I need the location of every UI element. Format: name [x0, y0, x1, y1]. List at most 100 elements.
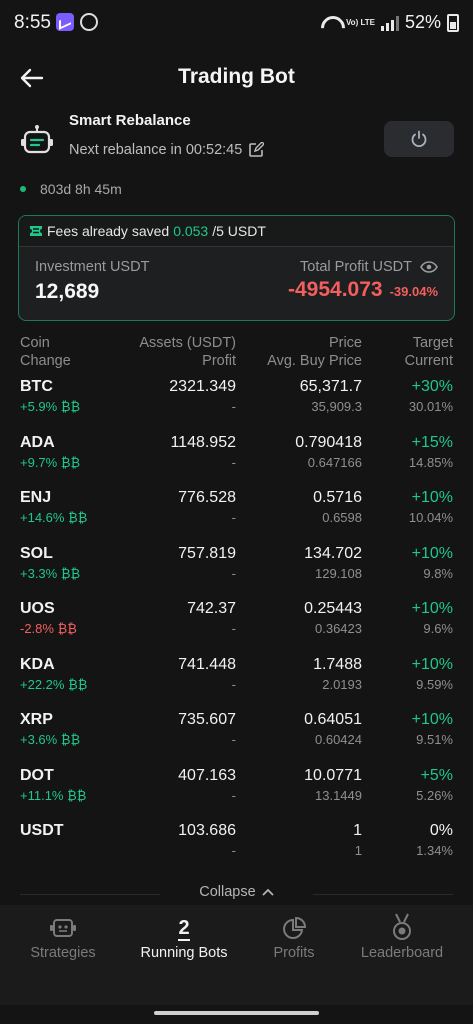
investment-label: Investment USDT: [35, 259, 150, 275]
coin-assets: 757.819: [178, 544, 236, 562]
holdings-table: Coin Change Assets (USDT) Profit Price Avg.…: [0, 334, 473, 878]
total-profit-percent: -39.04%: [389, 284, 438, 299]
investment-value: 12,689: [35, 280, 100, 303]
table-row[interactable]: UOS -2.8% ₿₿ 742.37 - 0.25443 0.36423 +10% 9.6%: [0, 600, 473, 656]
running-bots-count: 2: [178, 917, 190, 941]
coin-assets: 407.163: [178, 766, 236, 784]
table-row[interactable]: BTC +5.9% ₿₿ 2321.349 - 65,371.7 35,909.3 +30%…: [0, 378, 473, 434]
robot-icon: [21, 125, 53, 154]
header-target: Target Current: [404, 335, 453, 369]
total-profit-label: Total Profit USDT: [300, 259, 438, 275]
coin-price: 1.7488: [313, 655, 362, 673]
coin-current: 9.8%: [423, 565, 453, 581]
coin-symbol: BTC: [20, 378, 53, 395]
header-assets: Assets (USDT) Profit: [139, 335, 236, 369]
volte-icon: Vo) LTE: [345, 17, 375, 27]
coin-current: 9.51%: [416, 732, 453, 747]
table-row[interactable]: XRP +3.6% ₿₿ 735.607 - 0.64051 0.60424 +10% 9.5…: [0, 711, 473, 767]
table-row[interactable]: DOT +11.1% ₿₿ 407.163 - 10.0771 13.1449 +5% 5.2…: [0, 767, 473, 823]
tab-running-bots-label: Running Bots: [140, 945, 228, 961]
coin-profit: -: [231, 454, 236, 470]
table-row[interactable]: SOL +3.3% ₿₿ 757.819 - 134.702 129.108 +10% 9.8…: [0, 545, 473, 601]
fees-saved-row: Fees already saved 0.053 /5 USDT: [19, 216, 454, 247]
app-header: Trading Bot: [0, 56, 473, 100]
collapse-toggle[interactable]: Collapse: [0, 884, 473, 900]
coin-profit: -: [231, 732, 236, 747]
next-rebalance-text: Next rebalance in 00:52:45: [69, 142, 243, 158]
summary-card: Fees already saved 0.053 /5 USDT Investm…: [18, 215, 455, 321]
coin-current: 9.59%: [416, 676, 453, 692]
coin-price: 65,371.7: [299, 378, 362, 395]
status-bar: 8:55 Vo) LTE 52%: [0, 0, 473, 44]
tab-leaderboard[interactable]: Leaderboard: [343, 905, 461, 961]
coin-profit: -: [231, 621, 236, 636]
fingerprint-icon: [80, 13, 98, 31]
coin-current: 14.85%: [408, 454, 453, 470]
coin-target: +10%: [411, 544, 453, 562]
table-row[interactable]: USDT 103.686 - 1 1 0% 1.34%: [0, 822, 473, 878]
edit-icon[interactable]: [248, 142, 265, 158]
coin-avg-buy-price: 0.36423: [315, 621, 362, 636]
coin-change: +3.6% ₿₿: [20, 732, 81, 747]
back-button[interactable]: [18, 64, 46, 92]
tab-profits[interactable]: Profits: [235, 905, 353, 961]
coin-profit: -: [231, 787, 236, 803]
coin-target: +10%: [411, 711, 453, 728]
coin-avg-buy-price: 0.647166: [307, 454, 362, 470]
coin-price: 0.5716: [313, 489, 362, 506]
coin-avg-buy-price: 129.108: [315, 565, 362, 581]
running-status-dot: [20, 186, 26, 192]
table-row[interactable]: ENJ +14.6% ₿₿ 776.528 - 0.5716 0.6598 +10% 10.0…: [0, 489, 473, 545]
tab-leaderboard-label: Leaderboard: [360, 945, 444, 961]
coin-symbol: UOS: [20, 600, 55, 617]
coin-price: 0.25443: [304, 600, 362, 617]
tab-running-bots[interactable]: 2 Running Bots: [125, 905, 243, 961]
coin-symbol: DOT: [20, 766, 54, 784]
bottom-navigation: Strategies 2 Running Bots Profits Leader…: [0, 905, 473, 1005]
eye-icon[interactable]: [420, 261, 438, 273]
runtime-text: 803d 8h 45m: [40, 181, 122, 197]
coin-assets: 2321.349: [169, 378, 236, 395]
home-indicator[interactable]: [154, 1011, 319, 1015]
coin-profit: -: [231, 843, 236, 858]
battery-icon: [447, 13, 459, 32]
coin-current: 9.6%: [423, 621, 453, 636]
tab-strategies[interactable]: Strategies: [4, 905, 122, 961]
header-coin: Coin Change: [20, 335, 71, 369]
coin-target: +15%: [411, 433, 453, 451]
stop-bot-button[interactable]: [384, 121, 454, 157]
coin-change: +14.6% ₿₿: [20, 510, 88, 525]
coin-target: +30%: [411, 378, 453, 395]
table-row[interactable]: ADA +9.7% ₿₿ 1148.952 - 0.790418 0.647166 +15%…: [0, 434, 473, 490]
divider-left: [20, 894, 160, 895]
battery-percentage: 52%: [404, 12, 441, 32]
coin-price: 0.64051: [304, 711, 362, 728]
coin-avg-buy-price: 13.1449: [315, 787, 362, 803]
coin-assets: 103.686: [178, 822, 236, 839]
status-indicators: Vo) LTE 52%: [320, 12, 459, 33]
fees-label: Fees already saved: [47, 223, 170, 239]
table-body: BTC +5.9% ₿₿ 2321.349 - 65,371.7 35,909.3 +30%…: [0, 378, 473, 878]
notification-icons: [56, 13, 98, 31]
next-rebalance[interactable]: Next rebalance in 00:52:45: [69, 142, 265, 158]
coin-profit: -: [231, 676, 236, 692]
status-time: 8:55: [14, 12, 51, 33]
table-row[interactable]: KDA +22.2% ₿₿ 741.448 - 1.7488 2.0193 +10% 9.59…: [0, 656, 473, 712]
coin-target: +10%: [411, 489, 453, 506]
divider-right: [313, 894, 453, 895]
robot-icon: [50, 919, 76, 937]
coin-symbol: USDT: [20, 822, 64, 839]
table-header: Coin Change Assets (USDT) Profit Price Avg.…: [0, 334, 473, 378]
total-profit: -4954.073 -39.04%: [288, 278, 438, 302]
coin-avg-buy-price: 35,909.3: [311, 399, 362, 414]
wifi-icon: [320, 15, 340, 31]
bot-name: Smart Rebalance: [69, 112, 191, 129]
coin-price: 0.790418: [295, 433, 362, 451]
coin-assets: 742.37: [187, 600, 236, 617]
bot-runtime: 803d 8h 45m: [20, 181, 122, 197]
tab-profits-label: Profits: [273, 945, 315, 961]
coin-target: 0%: [429, 822, 453, 839]
coin-current: 5.26%: [416, 787, 453, 803]
coin-symbol: KDA: [20, 655, 55, 673]
coin-current: 1.34%: [416, 843, 453, 858]
